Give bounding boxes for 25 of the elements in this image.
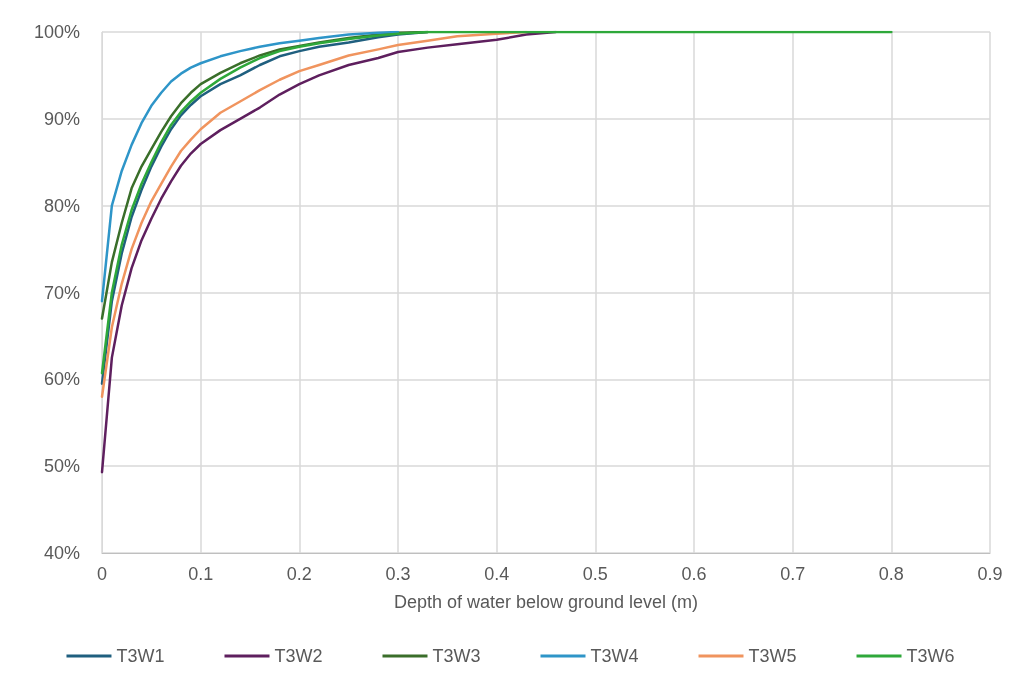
y-tick-label: 40% xyxy=(43,543,80,563)
legend-label: T3W2 xyxy=(274,646,323,666)
y-tick-label: 70% xyxy=(43,282,80,303)
x-tick-label: 0.8 xyxy=(878,564,904,584)
x-tick-label: 0.9 xyxy=(977,564,1003,584)
x-axis-title: Depth of water below ground level (m) xyxy=(393,592,699,612)
x-tick-label: 0.3 xyxy=(385,564,411,584)
x-tick-label: 0 xyxy=(96,564,108,584)
x-tick-label: 0.5 xyxy=(582,564,608,584)
legend-label: T3W5 xyxy=(748,646,797,666)
legend-label: T3W4 xyxy=(590,646,639,666)
x-tick-label: 0.2 xyxy=(286,564,312,584)
y-tick-label: 100% xyxy=(33,22,80,42)
x-tick-label: 0.7 xyxy=(780,564,806,584)
x-tick-label: 0.6 xyxy=(681,564,707,584)
y-tick-label: 90% xyxy=(43,108,80,129)
y-tick-label: 60% xyxy=(43,369,80,390)
legend-label: T3W3 xyxy=(432,646,481,666)
line-series xyxy=(100,30,893,375)
legend-label: T3W6 xyxy=(906,646,955,666)
y-tick-label: 80% xyxy=(43,195,80,216)
x-tick-label: 0.4 xyxy=(484,564,510,584)
legend-label: T3W1 xyxy=(116,646,165,666)
x-tick-label: 0.1 xyxy=(188,564,214,584)
y-tick-label: 50% xyxy=(43,456,80,477)
